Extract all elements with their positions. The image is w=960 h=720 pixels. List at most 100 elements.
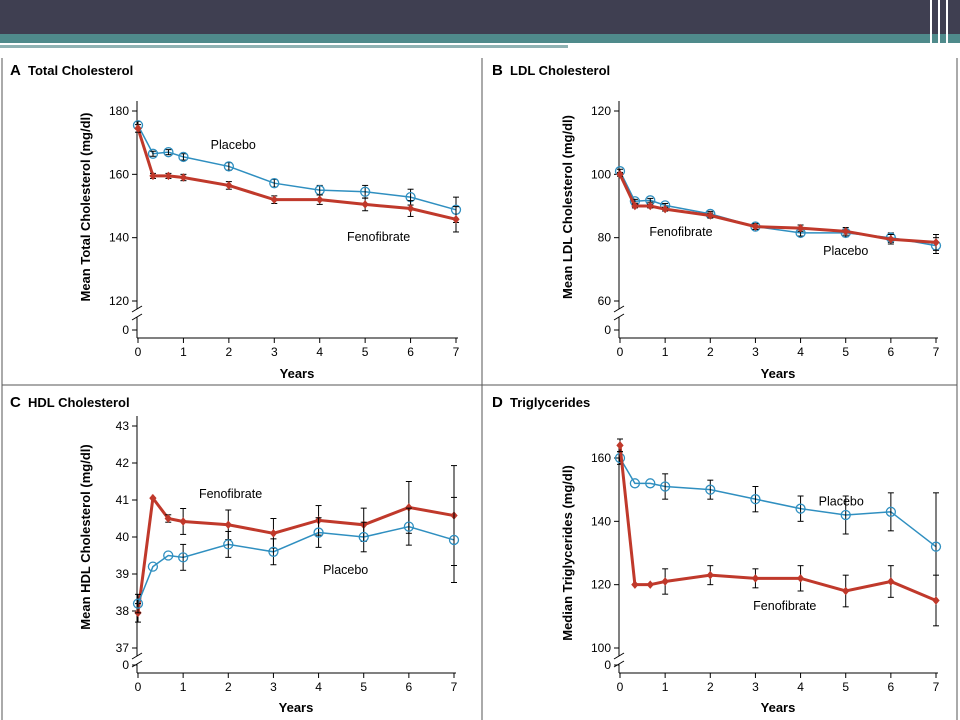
series-annotation: Placebo (823, 244, 868, 258)
y-axis-label: Mean HDL Cholesterol (mg/dl) (78, 444, 93, 629)
y-tick-label: 0 (122, 323, 129, 337)
data-point-fenofibrate (706, 570, 714, 580)
y-axis-label: Mean LDL Cholesterol (mg/dl) (560, 115, 575, 299)
data-point-placebo (313, 527, 324, 538)
panel-title: Triglycerides (510, 395, 590, 410)
y-tick-label: 80 (598, 231, 612, 245)
data-point-fenofibrate (706, 211, 714, 220)
x-tick-label: 5 (842, 345, 849, 359)
data-point-placebo (840, 509, 851, 521)
data-point-placebo (359, 186, 371, 197)
x-tick-label: 4 (797, 345, 804, 359)
x-tick-label: 6 (888, 680, 895, 694)
y-axis-label: Mean Total Cholesterol (mg/dl) (78, 113, 93, 302)
x-tick-label: 3 (271, 345, 278, 359)
data-point-fenofibrate (269, 529, 278, 538)
data-point-fenofibrate (842, 586, 850, 596)
slide-deco-line (938, 0, 940, 80)
data-point-placebo (885, 506, 897, 517)
data-point-fenofibrate (452, 215, 460, 224)
x-tick-label: 5 (362, 345, 369, 359)
data-point-placebo (223, 161, 235, 172)
data-point-fenofibrate (406, 204, 415, 213)
data-point-fenofibrate (646, 580, 654, 589)
series-annotation: Fenofibrate (753, 599, 816, 613)
panel-letter: A (10, 62, 21, 79)
x-tick-label: 4 (797, 680, 804, 694)
data-point-fenofibrate (932, 238, 940, 247)
x-tick-label: 1 (662, 680, 669, 694)
data-point-fenofibrate (646, 201, 654, 211)
data-point-placebo (448, 534, 460, 546)
axis-break-mark (131, 313, 143, 321)
y-tick-label: 140 (109, 231, 129, 245)
data-point-placebo (178, 151, 189, 163)
x-tick-label: 0 (617, 345, 624, 359)
data-point-placebo (147, 148, 159, 159)
x-tick-label: 7 (451, 680, 458, 694)
y-tick-label: 42 (116, 456, 130, 470)
y-tick-label: 0 (604, 323, 611, 337)
axis-break-mark (131, 660, 143, 668)
slide-header-bar (0, 0, 960, 34)
data-point-placebo (147, 561, 159, 572)
y-tick-label: 38 (116, 604, 130, 618)
x-tick-label: 3 (752, 345, 759, 359)
data-point-fenofibrate (616, 441, 624, 450)
x-tick-label: 4 (315, 680, 322, 694)
x-tick-label: 4 (316, 345, 323, 359)
axis-break-mark (131, 652, 143, 660)
y-tick-label: 160 (591, 451, 611, 465)
y-tick-label: 180 (109, 104, 129, 118)
data-point-placebo (930, 541, 942, 552)
y-axis-label: Median Triglycerides (mg/dl) (560, 465, 575, 641)
series-line-placebo (137, 124, 457, 211)
x-tick-label: 2 (225, 680, 232, 694)
series-line-fenofibrate (136, 127, 457, 221)
chart-panel-A: A Total Cholesterol 120 140 160 180 00 1 2 3 4 5 6 7 Y… (10, 62, 462, 381)
data-point-placebo (403, 521, 415, 532)
data-point-placebo (659, 481, 671, 492)
data-point-fenofibrate (631, 201, 639, 211)
data-point-placebo (132, 598, 144, 609)
data-point-fenofibrate (661, 204, 669, 214)
y-tick-label: 120 (591, 104, 611, 118)
series-annotation: Placebo (211, 138, 256, 152)
data-point-fenofibrate (316, 195, 324, 204)
y-tick-label: 100 (591, 167, 611, 181)
data-point-fenofibrate (661, 577, 669, 586)
data-point-placebo (163, 147, 174, 158)
series-line-fenofibrate (618, 445, 937, 602)
x-axis-label: Years (279, 700, 314, 715)
x-tick-label: 2 (707, 680, 714, 694)
data-point-placebo (629, 478, 641, 489)
y-tick-label: 0 (604, 658, 611, 672)
x-tick-label: 6 (406, 680, 413, 694)
x-tick-label: 5 (842, 680, 849, 694)
x-tick-label: 6 (407, 345, 414, 359)
data-point-placebo (268, 546, 279, 557)
y-tick-label: 0 (122, 658, 129, 672)
data-point-fenofibrate (164, 171, 173, 181)
x-tick-label: 1 (662, 345, 669, 359)
data-point-fenofibrate (361, 200, 369, 209)
series-line-placebo (137, 525, 455, 604)
y-tick-label: 37 (116, 641, 130, 655)
data-point-placebo (750, 494, 761, 505)
chart-panel-D: D Triglycerides 100 120 140 160 00 1 2 3 4 5 6 7 Years… (492, 394, 942, 715)
y-tick-label: 120 (109, 294, 129, 308)
y-tick-label: 120 (591, 578, 611, 592)
data-point-fenofibrate (225, 181, 233, 190)
panel-title: Total Cholesterol (28, 63, 133, 78)
panel-title: LDL Cholesterol (510, 63, 610, 78)
series-annotation: Fenofibrate (199, 487, 262, 501)
data-point-fenofibrate (134, 124, 142, 133)
x-tick-label: 7 (933, 345, 940, 359)
x-tick-label: 2 (707, 345, 714, 359)
x-tick-label: 7 (453, 345, 460, 359)
data-point-fenofibrate (887, 577, 895, 586)
data-point-fenofibrate (751, 222, 760, 231)
x-tick-label: 1 (180, 345, 187, 359)
y-tick-label: 39 (116, 567, 130, 581)
x-tick-label: 1 (180, 680, 187, 694)
